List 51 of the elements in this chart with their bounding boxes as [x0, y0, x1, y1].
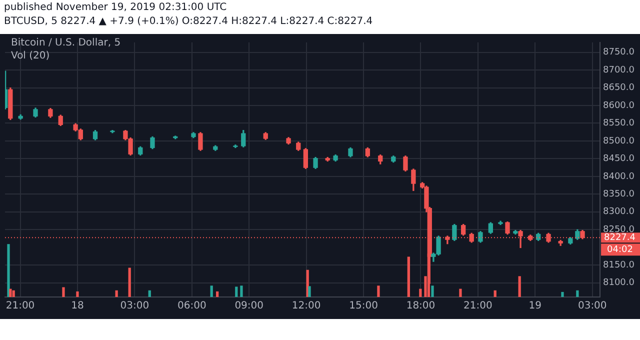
bar	[9, 288, 12, 297]
x-tick-label: 18:00	[406, 300, 436, 312]
bar	[235, 286, 238, 297]
bar	[431, 286, 434, 297]
x-tick-label: 09:00	[234, 300, 264, 312]
y-tick-label: 8100.0	[603, 278, 635, 288]
y-tick-label: 8150.0	[603, 260, 635, 270]
annotation: Bitcoin / U.S. Dollar, 5	[11, 38, 121, 49]
y-tick-label: 8650.0	[603, 83, 635, 94]
bar	[419, 288, 422, 297]
y-tick-label: 8550.0	[603, 118, 635, 129]
bar	[216, 291, 219, 297]
bar	[576, 290, 579, 297]
x-tick-label: 21:00	[464, 300, 492, 312]
bar	[459, 288, 462, 297]
bar	[518, 276, 521, 297]
x-tick-label: 03:00	[120, 300, 150, 312]
y-tick-label: 8450.0	[603, 154, 635, 164]
x-tick-label: 06:00	[177, 300, 206, 312]
bar	[377, 286, 380, 297]
bar	[115, 290, 118, 297]
x-tick-label: 18	[71, 300, 84, 312]
bar	[7, 244, 10, 297]
bar	[76, 291, 79, 297]
bar	[494, 290, 496, 297]
bar	[62, 287, 65, 297]
bar	[148, 290, 151, 297]
x-tick-label: 19	[528, 300, 542, 312]
y-tick-label: 8300.0	[603, 207, 635, 218]
chart-subtitle: BTCUSD, 5 8227.4 ▲ +7.9 (+0.1%) O:8227.4 H:8227.4 L:8227.4 C:8227.4	[4, 16, 373, 27]
text: 04:02	[607, 244, 633, 255]
x-tick-label: 15:00	[349, 300, 378, 312]
ref-line-label: 8227.4	[604, 232, 636, 243]
bar	[561, 292, 564, 297]
y-tick-label: 8500.0	[603, 136, 635, 146]
x-tick-label: 12:00	[292, 300, 321, 312]
x-tick-label: 03:00	[578, 300, 607, 312]
chart-title: Vol (20)	[11, 50, 50, 62]
chart-title: published November 19, 2019 02:31:00 UTC	[4, 2, 227, 13]
bar	[128, 268, 131, 297]
y-tick-label: 8600.0	[603, 100, 635, 111]
y-tick-label: 8400.0	[603, 172, 635, 182]
bar	[240, 286, 243, 297]
bar	[12, 290, 15, 297]
bar	[407, 256, 410, 297]
bar	[308, 286, 311, 297]
y-tick-label: 8350.0	[603, 190, 635, 200]
y-tick-label: 8750.0	[603, 48, 635, 58]
bar	[210, 286, 213, 297]
x-tick-label: 21:00	[6, 300, 35, 312]
y-tick-label: 8700.0	[603, 65, 635, 76]
